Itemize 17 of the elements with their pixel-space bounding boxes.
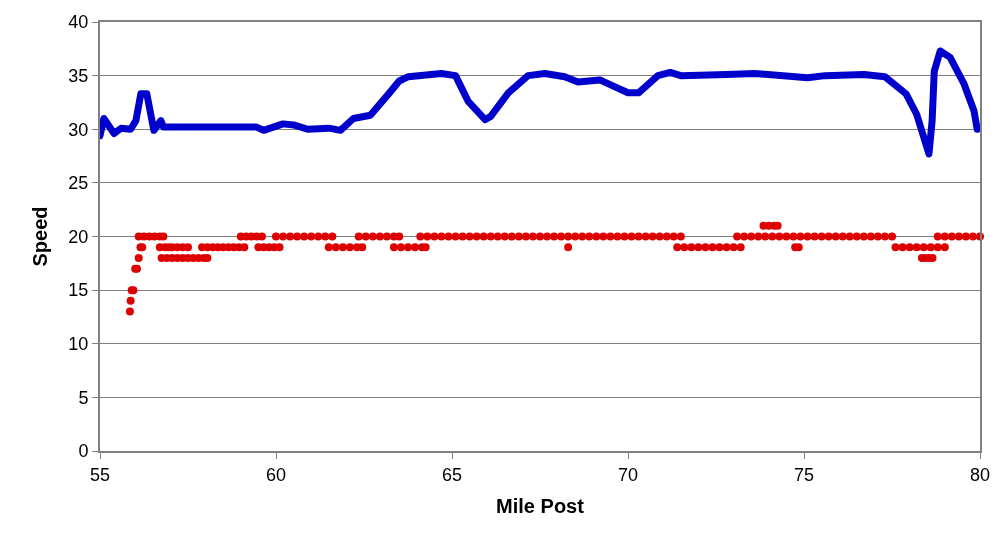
- y-tick-label: 15: [68, 280, 89, 301]
- x-axis-title: Mile Post: [496, 494, 585, 517]
- y-axis-title: Speed: [29, 206, 52, 267]
- y-tick-label: 35: [68, 65, 89, 86]
- x-tick-label: 65: [441, 464, 463, 485]
- y-tick-label: 25: [68, 173, 89, 194]
- x-tick-label: 80: [969, 464, 991, 485]
- x-tick-label: 75: [793, 464, 815, 485]
- y-tick-label: 20: [68, 226, 89, 247]
- x-tick-label: 70: [617, 464, 639, 485]
- y-tick-label: 0: [78, 441, 89, 462]
- x-tick-label: 55: [89, 464, 111, 485]
- y-tick-label: 10: [68, 334, 89, 355]
- y-tick-label: 5: [78, 387, 89, 408]
- x-tick-label: 60: [265, 464, 287, 485]
- y-tick-label: 30: [68, 119, 89, 140]
- y-tick-label: 40: [68, 12, 89, 33]
